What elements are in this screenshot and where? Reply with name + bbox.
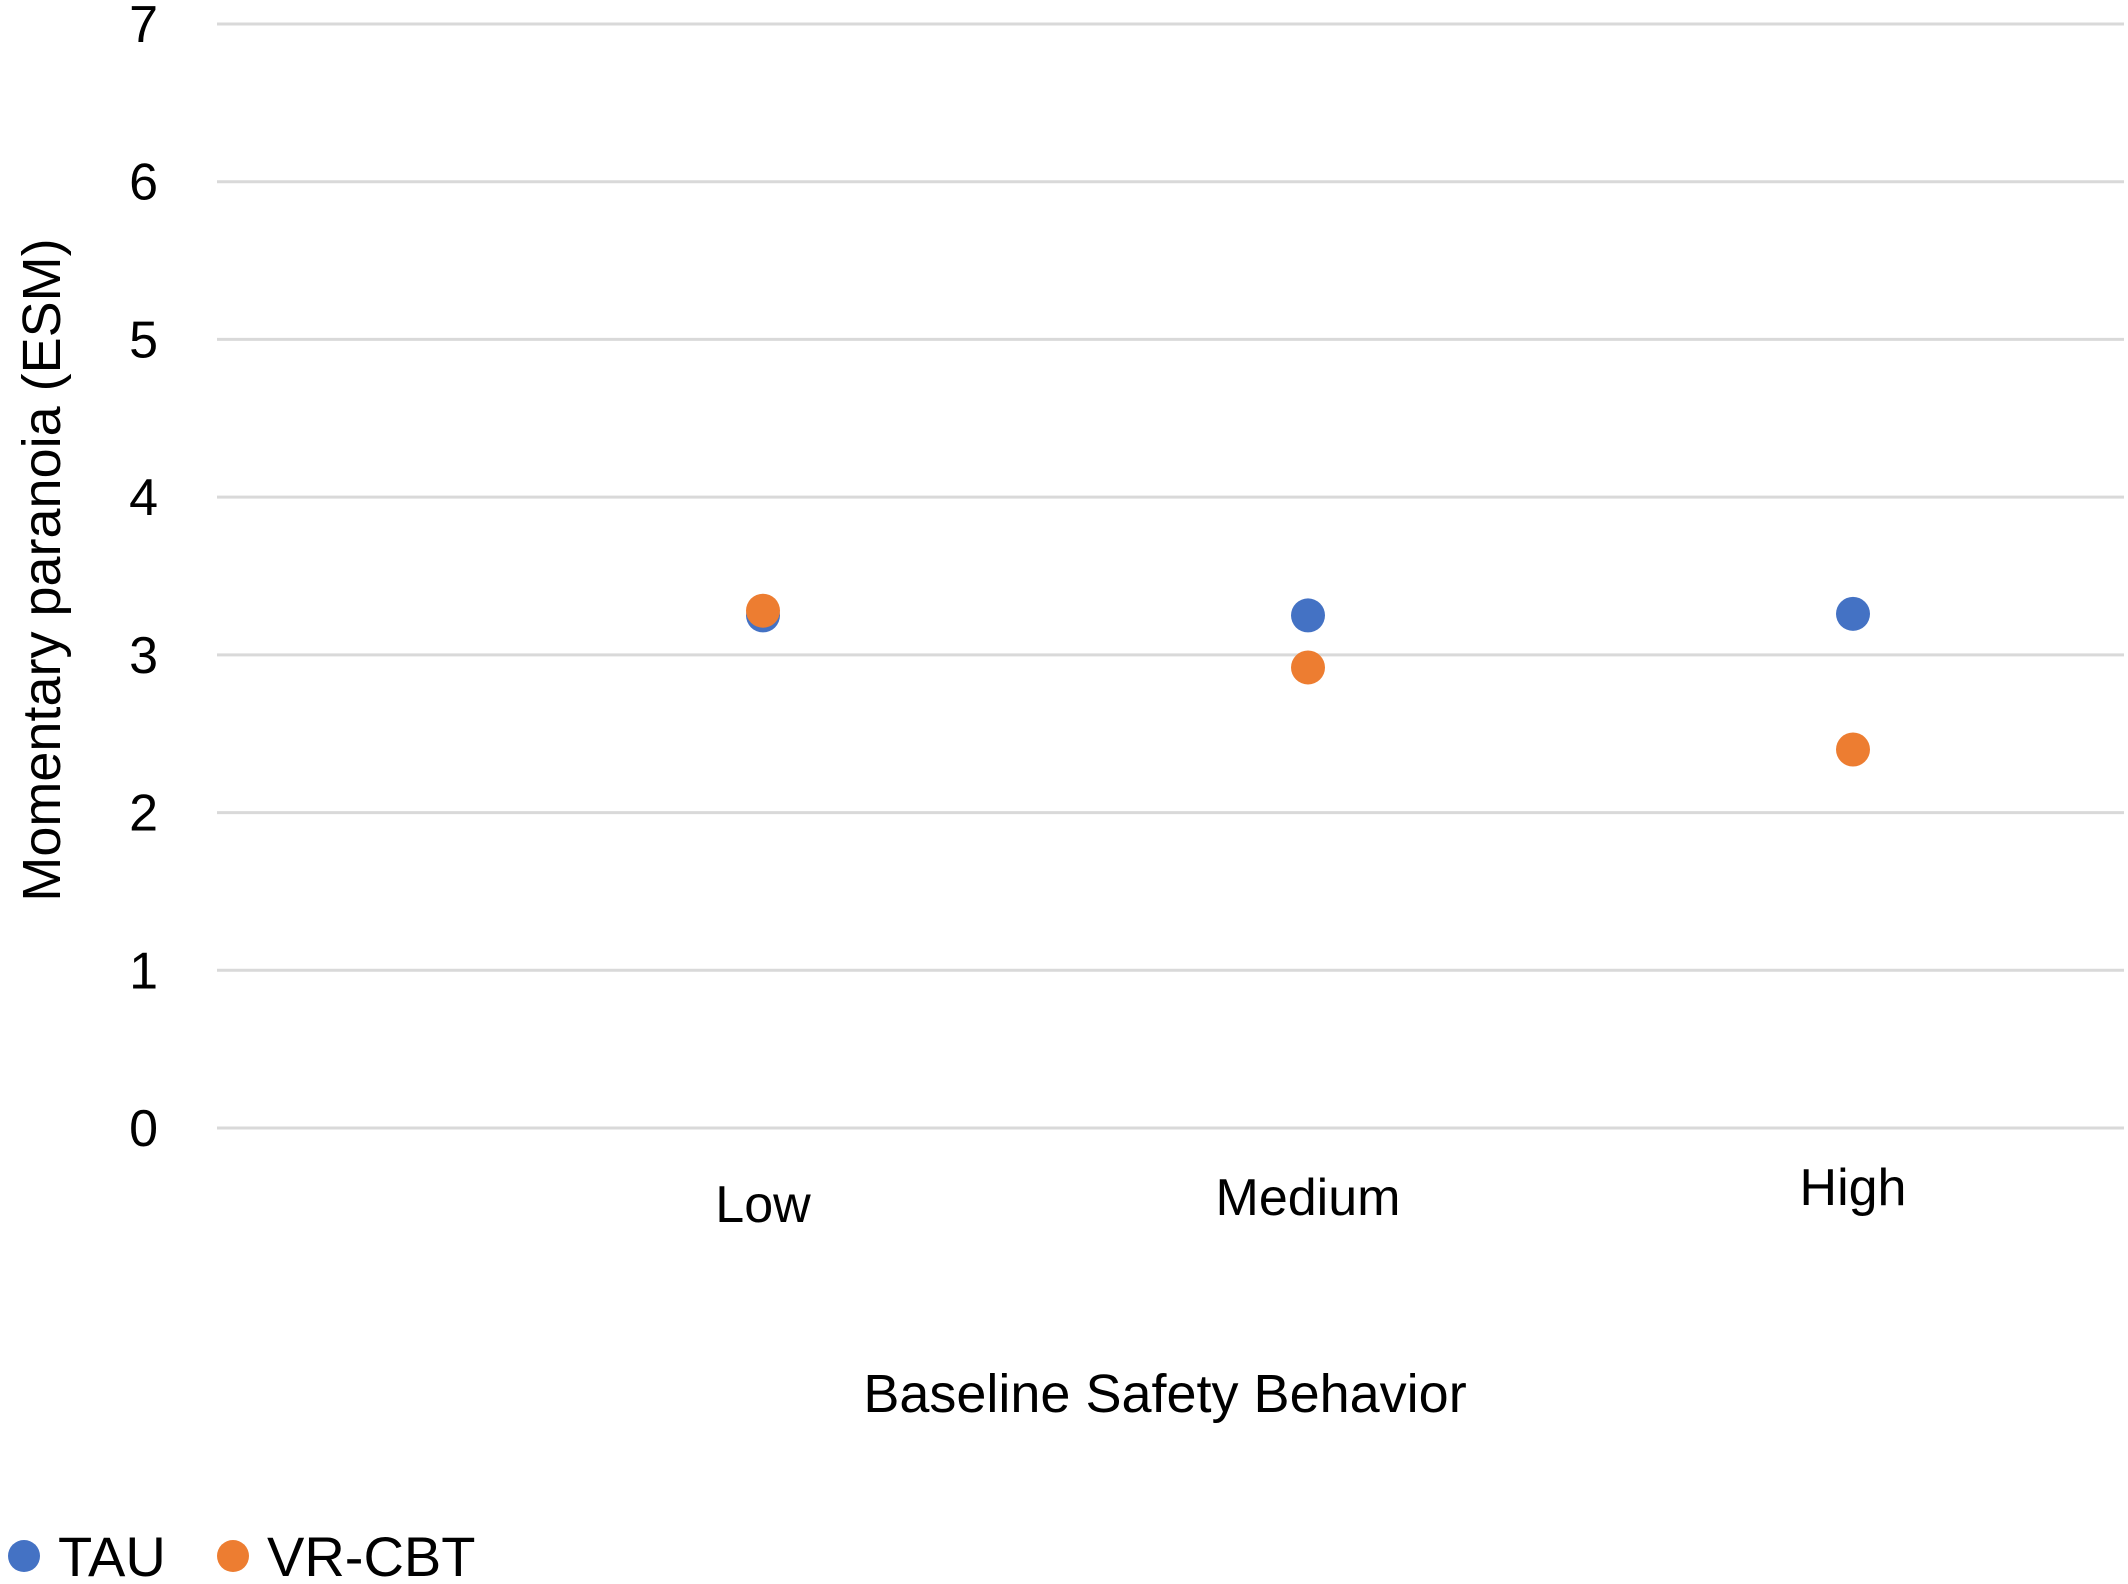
data-points <box>746 593 1870 767</box>
y-tick-label: 0 <box>129 1100 158 1158</box>
point-vr-cbt-high <box>1836 732 1870 767</box>
x-tick-label-high: High <box>1800 1159 1907 1217</box>
point-vr-cbt-low <box>746 593 780 628</box>
y-tick-label: 5 <box>129 311 158 369</box>
legend-marker-vr-cbt <box>217 1540 249 1572</box>
legend-label-tau: TAU <box>58 1525 166 1584</box>
x-tick-label-low: Low <box>715 1176 811 1234</box>
y-tick-label: 1 <box>129 942 158 1000</box>
y-tick-label: 3 <box>129 627 158 685</box>
legend-marker-tau <box>8 1540 40 1572</box>
y-axis-title: Momentary paranoia (ESM) <box>12 238 72 901</box>
point-tau-high <box>1836 596 1870 631</box>
gridlines <box>217 22 2124 1130</box>
legend-label-vr-cbt: VR-CBT <box>267 1525 475 1584</box>
x-axis-title: Baseline Safety Behavior <box>863 1364 1466 1424</box>
y-tick-labels: 0 1 2 3 4 5 6 7 <box>129 0 158 1158</box>
y-tick-label: 4 <box>129 469 158 527</box>
y-tick-label: 6 <box>129 154 158 212</box>
y-tick-label: 2 <box>129 785 158 843</box>
legend: TAU VR-CBT <box>8 1525 475 1584</box>
x-tick-label-medium: Medium <box>1216 1169 1401 1227</box>
point-tau-medium <box>1291 598 1325 633</box>
y-tick-label: 7 <box>129 0 158 54</box>
x-tick-labels: Low Medium High <box>715 1159 1906 1234</box>
point-vr-cbt-medium <box>1291 650 1325 685</box>
